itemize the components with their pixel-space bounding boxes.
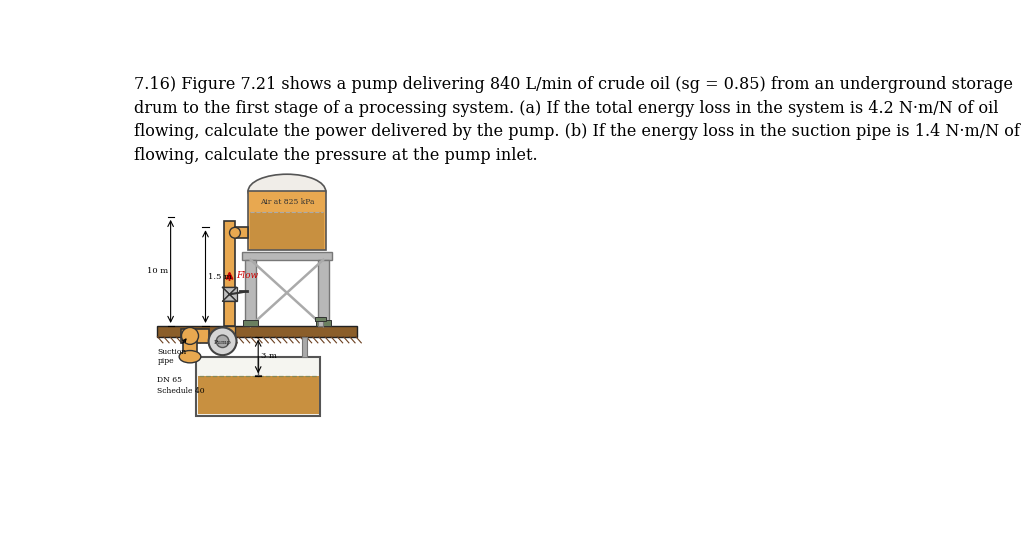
Text: Flow: Flow — [236, 271, 258, 281]
Text: DN 65
Schedule 40: DN 65 Schedule 40 — [158, 376, 205, 395]
Bar — [183, 336, 197, 357]
Text: 3 m: 3 m — [260, 352, 276, 360]
Bar — [222, 287, 237, 301]
Text: 1.5 m: 1.5 m — [208, 272, 231, 281]
Bar — [242, 252, 332, 260]
Bar — [317, 317, 323, 326]
Bar — [198, 376, 318, 415]
Bar — [245, 260, 256, 326]
Circle shape — [209, 328, 237, 355]
Bar — [158, 326, 356, 337]
Bar — [224, 326, 234, 336]
Bar — [302, 337, 307, 357]
Text: 10 m: 10 m — [147, 267, 168, 276]
Text: 7.16) Figure 7.21 shows a pump delivering 840 L/min of crude oil (sg = 0.85) fro: 7.16) Figure 7.21 shows a pump deliverin… — [134, 77, 1024, 164]
Ellipse shape — [248, 174, 326, 208]
Bar — [250, 212, 324, 249]
Bar — [315, 320, 331, 326]
Bar — [197, 357, 321, 416]
Bar — [234, 228, 248, 238]
Bar — [243, 320, 258, 326]
Bar — [314, 317, 326, 321]
Ellipse shape — [179, 351, 201, 363]
Ellipse shape — [229, 228, 241, 238]
Text: Suction
pipe: Suction pipe — [158, 339, 186, 365]
Circle shape — [216, 335, 228, 347]
Text: Pump: Pump — [214, 340, 231, 345]
Text: Air at 825 kPa: Air at 825 kPa — [260, 198, 314, 206]
Circle shape — [181, 328, 199, 345]
Bar — [248, 191, 326, 251]
Bar — [224, 221, 234, 326]
Bar — [317, 260, 329, 326]
Bar — [180, 329, 209, 343]
